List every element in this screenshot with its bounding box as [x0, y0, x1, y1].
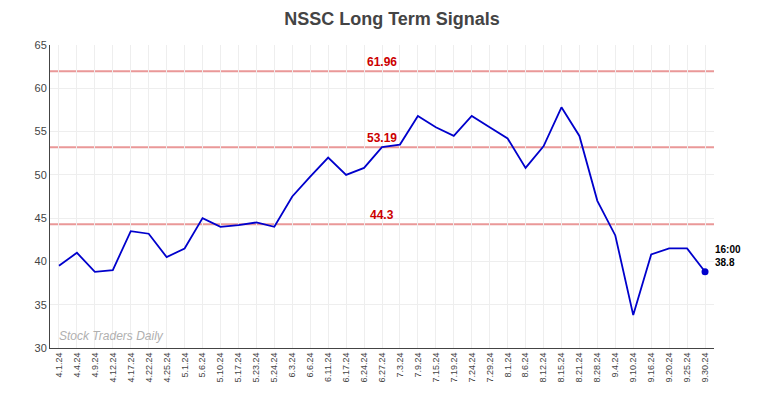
svg-text:9.20.24: 9.20.24 — [664, 353, 674, 383]
svg-text:50: 50 — [35, 169, 47, 181]
svg-text:Stock Traders Daily: Stock Traders Daily — [59, 329, 164, 343]
svg-text:16:0038.8: 16:0038.8 — [715, 244, 741, 268]
svg-text:60: 60 — [35, 82, 47, 94]
svg-text:9.16.24: 9.16.24 — [646, 353, 656, 383]
svg-text:9.4.24: 9.4.24 — [610, 353, 620, 378]
svg-text:9.25.24: 9.25.24 — [682, 353, 692, 383]
svg-text:44.3: 44.3 — [370, 208, 394, 222]
svg-text:65: 65 — [35, 39, 47, 51]
svg-text:7.9.24: 7.9.24 — [413, 353, 423, 378]
svg-text:5.10.24: 5.10.24 — [215, 353, 225, 383]
svg-text:6.27.24: 6.27.24 — [377, 353, 387, 383]
svg-text:55: 55 — [35, 125, 47, 137]
svg-text:8.6.24: 8.6.24 — [520, 353, 530, 378]
svg-text:9.30.24: 9.30.24 — [700, 353, 710, 383]
svg-text:7.3.24: 7.3.24 — [395, 353, 405, 378]
svg-text:8.28.24: 8.28.24 — [592, 353, 602, 383]
svg-text:8.12.24: 8.12.24 — [538, 353, 548, 383]
svg-text:5.24.24: 5.24.24 — [269, 353, 279, 383]
svg-text:6.6.24: 6.6.24 — [305, 353, 315, 378]
svg-text:6.11.24: 6.11.24 — [323, 353, 333, 382]
svg-text:6.17.24: 6.17.24 — [341, 353, 351, 383]
svg-text:5.17.24: 5.17.24 — [233, 353, 243, 383]
svg-text:4.9.24: 4.9.24 — [90, 353, 100, 378]
svg-text:4.22.24: 4.22.24 — [144, 353, 154, 383]
svg-text:8.21.24: 8.21.24 — [574, 353, 584, 383]
svg-text:6.24.24: 6.24.24 — [359, 353, 369, 383]
svg-text:NSSC Long Term Signals: NSSC Long Term Signals — [284, 9, 500, 29]
svg-text:7.19.24: 7.19.24 — [449, 353, 459, 383]
svg-text:53.19: 53.19 — [367, 131, 397, 145]
svg-text:40: 40 — [35, 255, 47, 267]
svg-text:9.10.24: 9.10.24 — [628, 353, 638, 383]
svg-text:4.17.24: 4.17.24 — [126, 353, 136, 383]
svg-text:6.3.24: 6.3.24 — [287, 353, 297, 378]
svg-text:5.6.24: 5.6.24 — [197, 353, 207, 378]
svg-text:61.96: 61.96 — [367, 55, 397, 69]
svg-text:30: 30 — [35, 342, 47, 354]
svg-text:5.23.24: 5.23.24 — [251, 353, 261, 383]
svg-text:45: 45 — [35, 212, 47, 224]
svg-text:35: 35 — [35, 299, 47, 311]
svg-text:7.15.24: 7.15.24 — [431, 353, 441, 383]
svg-text:4.1.24: 4.1.24 — [54, 353, 64, 378]
svg-text:5.1.24: 5.1.24 — [180, 353, 190, 378]
svg-text:8.1.24: 8.1.24 — [503, 353, 513, 378]
svg-text:7.24.24: 7.24.24 — [467, 353, 477, 383]
svg-text:4.4.24: 4.4.24 — [72, 353, 82, 378]
svg-text:8.15.24: 8.15.24 — [556, 353, 566, 383]
svg-text:4.25.24: 4.25.24 — [162, 353, 172, 383]
svg-text:7.29.24: 7.29.24 — [485, 353, 495, 383]
svg-text:4.12.24: 4.12.24 — [108, 353, 118, 383]
